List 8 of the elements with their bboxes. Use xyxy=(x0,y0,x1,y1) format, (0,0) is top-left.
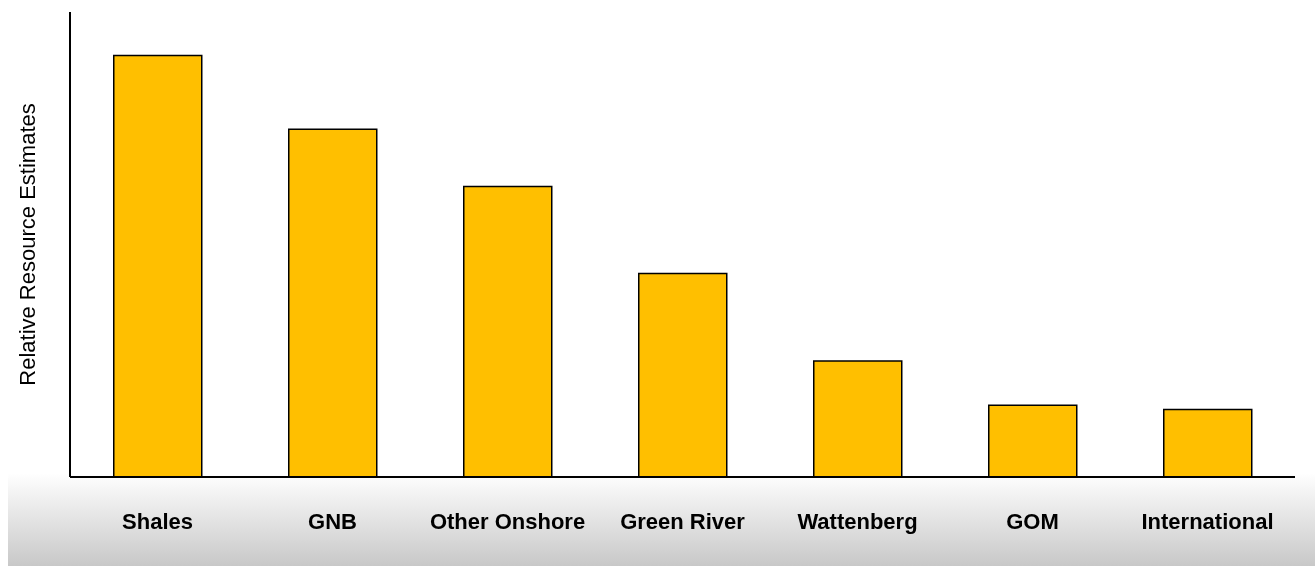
x-tick-label: Other Onshore xyxy=(429,508,586,534)
x-tick-label: GOM xyxy=(1006,508,1059,534)
x-tick-label: International xyxy=(1141,508,1274,534)
x-tick-label: GNB xyxy=(308,508,357,534)
y-axis-title: Relative Resource Estimates xyxy=(14,103,40,386)
x-tick-label: Green River xyxy=(620,508,746,534)
x-tick-label: Shales xyxy=(122,508,193,534)
x-tick-label: Wattenberg xyxy=(797,508,918,534)
